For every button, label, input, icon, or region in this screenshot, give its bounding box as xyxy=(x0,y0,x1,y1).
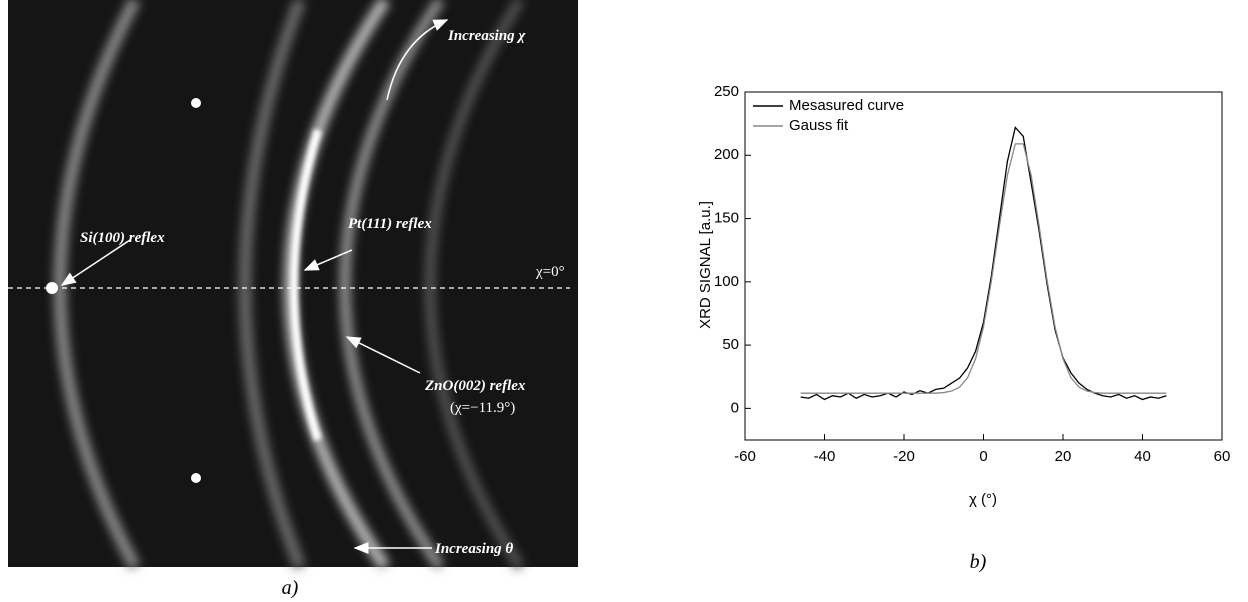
data-line xyxy=(800,126,1167,401)
x-tick-label: -20 xyxy=(893,448,915,465)
panel-label: b) xyxy=(970,551,987,573)
y-tick-label: 50 xyxy=(722,336,739,353)
annotation: (χ=−11.9°) xyxy=(450,400,515,416)
y-tick-label: 0 xyxy=(731,399,739,416)
legend-label: Mesasured curve xyxy=(789,97,904,114)
x-tick-label: 20 xyxy=(1055,448,1072,465)
x-tick-label: -40 xyxy=(814,448,836,465)
plot-frame xyxy=(744,91,1223,441)
arrow xyxy=(345,336,421,374)
annotation: Increasing χ xyxy=(447,28,526,44)
annotation: Increasing θ xyxy=(434,541,513,557)
si-ring xyxy=(54,0,141,570)
data-line xyxy=(800,143,1167,394)
legend-label: Gauss fit xyxy=(789,117,849,134)
y-tick-label: 200 xyxy=(714,146,739,163)
arrow xyxy=(386,19,449,101)
y-tick-label: 100 xyxy=(714,273,739,290)
y-tick-label: 150 xyxy=(714,210,739,227)
arrows xyxy=(60,19,449,554)
annotation: Si(100) reflex xyxy=(80,230,165,246)
x-axis-label: χ (°) xyxy=(969,491,997,508)
pt-bright xyxy=(290,128,322,442)
x-tick-label: 40 xyxy=(1134,448,1151,465)
spot xyxy=(46,282,58,294)
annotation: Pt(111) reflex xyxy=(348,216,432,232)
x-tick-label: 0 xyxy=(979,448,987,465)
spot xyxy=(191,473,201,483)
arrow xyxy=(60,239,131,286)
ring xyxy=(425,0,525,570)
arrow xyxy=(303,249,353,271)
ring xyxy=(239,0,306,570)
xrd-image: Increasing χ Si(100) reflex Pt(111) refl… xyxy=(8,0,578,571)
x-tick-label: 60 xyxy=(1214,448,1231,465)
annotation: ZnO(002) reflex xyxy=(424,378,526,394)
spot xyxy=(191,98,201,108)
y-axis-label: XRD SIGNAL [a.u.] xyxy=(697,201,714,329)
x-tick-label: -60 xyxy=(734,448,756,465)
annotation: χ=0° xyxy=(535,264,565,280)
y-tick-label: 250 xyxy=(714,83,739,100)
zno-ring xyxy=(340,0,445,570)
panel-label: a) xyxy=(282,577,299,599)
